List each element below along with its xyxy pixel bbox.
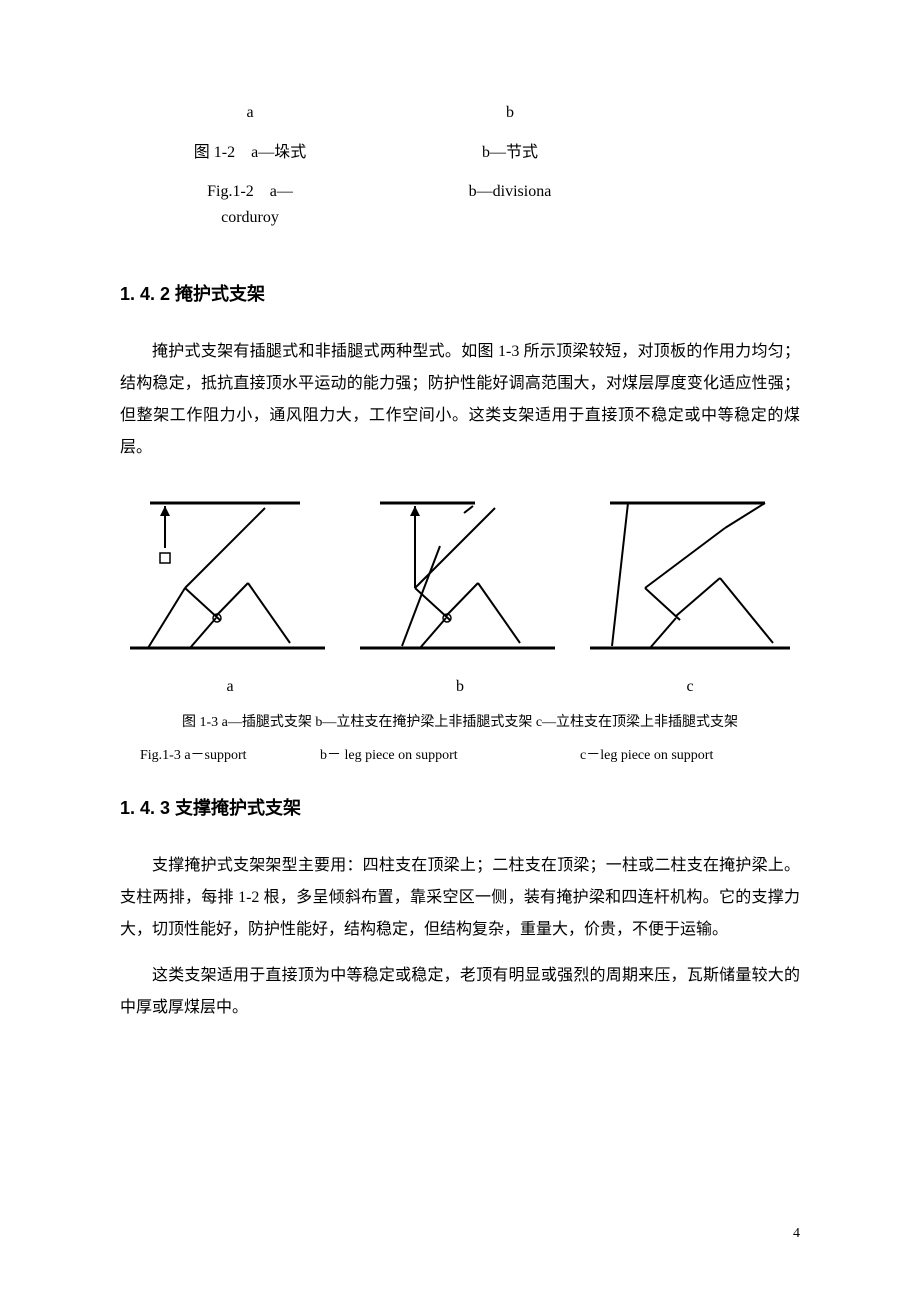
fig13-sub-a: a: [130, 488, 330, 696]
page-number: 4: [793, 1226, 800, 1242]
para-143-2: 这类支架适用于直接顶为中等稳定或稳定，老顶有明显或强烈的周期来压，瓦斯储量较大的…: [120, 960, 800, 1024]
diagram-b-icon: [360, 488, 560, 668]
para-142: 掩护式支架有插腿式和非插腿式两种型式。如图 1-3 所示顶梁较短，对顶板的作用力…: [120, 336, 800, 464]
para-143-1: 支撑掩护式支架架型主要用：四柱支在顶梁上；二柱支在顶梁；一柱或二柱支在掩护梁上。…: [120, 850, 800, 946]
fig13-caption-en-b: b－ leg piece on support: [300, 744, 550, 764]
fig13-caption-en-a: Fig.1-3 a－support: [140, 744, 300, 764]
fig12-row1-b: b: [320, 100, 620, 126]
fig13-caption-en-c: c－leg piece on support: [550, 744, 780, 764]
fig12-row2-a: 图 1-2 a—垛式: [120, 140, 320, 166]
diagram-a-icon: [130, 488, 330, 668]
fig13-sub-b: b: [360, 488, 560, 696]
fig13-diagrams: a b c: [130, 488, 790, 696]
fig12-row2-b: b—节式: [320, 140, 620, 166]
fig13-caption-cn: 图 1-3 a—插腿式支架 b—立柱支在掩护梁上非插腿式支架 c—立柱支在顶梁上…: [120, 710, 800, 735]
fig12-row1-a: a: [120, 100, 320, 126]
diagram-c-icon: [590, 488, 790, 668]
fig13-sub-c: c: [590, 488, 790, 696]
fig13-caption-block: 图 1-3 a—插腿式支架 b—立柱支在掩护梁上非插腿式支架 c—立柱支在顶梁上…: [120, 710, 800, 763]
heading-142: 1. 4. 2 掩护式支架: [120, 280, 800, 306]
fig13-label-b: b: [360, 678, 560, 696]
fig13-label-c: c: [590, 678, 790, 696]
fig13-label-a: a: [130, 678, 330, 696]
heading-143: 1. 4. 3 支撑掩护式支架: [120, 794, 800, 820]
fig12-row3-b: b—divisiona: [320, 179, 620, 230]
fig12-caption-block: a b 图 1-2 a—垛式 b—节式 Fig.1-2 a—corduroy b…: [120, 100, 800, 230]
fig12-row3-a: Fig.1-2 a—corduroy: [120, 179, 320, 230]
